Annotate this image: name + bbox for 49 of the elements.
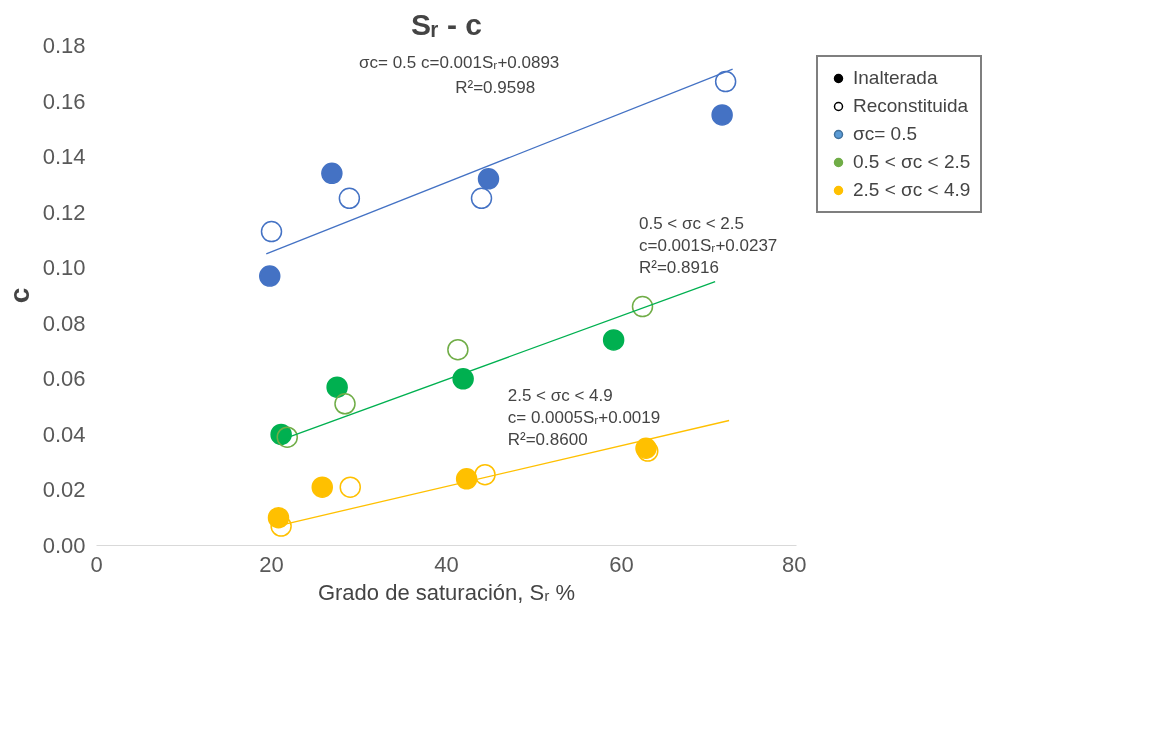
point (714, 70, 737, 93)
point (311, 476, 333, 498)
annotation: R²=0.9598 (455, 77, 536, 97)
legend-label: 2.5 < σc < 4.9 (853, 179, 971, 201)
annotation: σc= 0.5 c=0.001Sᵣ+0.0893 (359, 52, 560, 72)
x-tick-label: 40 (434, 551, 459, 577)
point (474, 463, 496, 486)
point (470, 187, 493, 210)
y-tick-label: 0.10 (42, 255, 86, 281)
y-tick-label: 0.02 (42, 477, 86, 503)
x-axis-title: Grado de saturación, Sᵣ % (317, 579, 576, 605)
annotation: c=0.001Sᵣ+0.0237 (639, 236, 778, 255)
y-tick-label: 0.14 (42, 144, 86, 170)
point (602, 329, 625, 351)
y-tick-label: 0.08 (42, 310, 86, 336)
annotation: c= 0.0005Sᵣ+0.0019 (507, 408, 661, 428)
annotation: 2.5 < σc < 4.9 (507, 386, 613, 405)
x-tick-label: 0 (90, 551, 103, 577)
y-tick-label: 0.06 (42, 366, 86, 392)
y-tick-label: 0.00 (42, 533, 86, 558)
y-tick-label: 0.16 (42, 88, 86, 114)
annotation: R²=0.8600 (507, 430, 588, 450)
y-tick-label: 0.18 (42, 33, 86, 58)
point (259, 265, 281, 287)
point (276, 426, 298, 448)
chart-title: Sᵣ - c (411, 7, 482, 41)
legend-label: Reconstituida (853, 95, 969, 117)
point (260, 220, 283, 243)
y-tick-label: 0.04 (42, 421, 86, 447)
point (338, 187, 361, 210)
y-axis-title: c (3, 287, 35, 304)
legend-label: σc= 0.5 (853, 123, 918, 145)
legend-label: Inalterada (853, 67, 938, 89)
point (711, 104, 733, 126)
x-tick-label: 60 (609, 551, 634, 577)
x-tick-label: 80 (782, 551, 807, 577)
point (334, 393, 356, 415)
y-tick-label: 0.12 (42, 199, 86, 225)
legend-label: 0.5 < σc < 2.5 (853, 151, 971, 173)
point (452, 368, 474, 390)
annotation: R²=0.8916 (639, 258, 719, 278)
point (631, 295, 654, 318)
point (447, 338, 469, 361)
point (477, 168, 500, 190)
annotation: 0.5 < σc < 2.5 (639, 213, 745, 233)
point (321, 162, 343, 185)
point (339, 476, 361, 498)
point (326, 376, 348, 398)
x-tick-label: 20 (259, 551, 284, 577)
